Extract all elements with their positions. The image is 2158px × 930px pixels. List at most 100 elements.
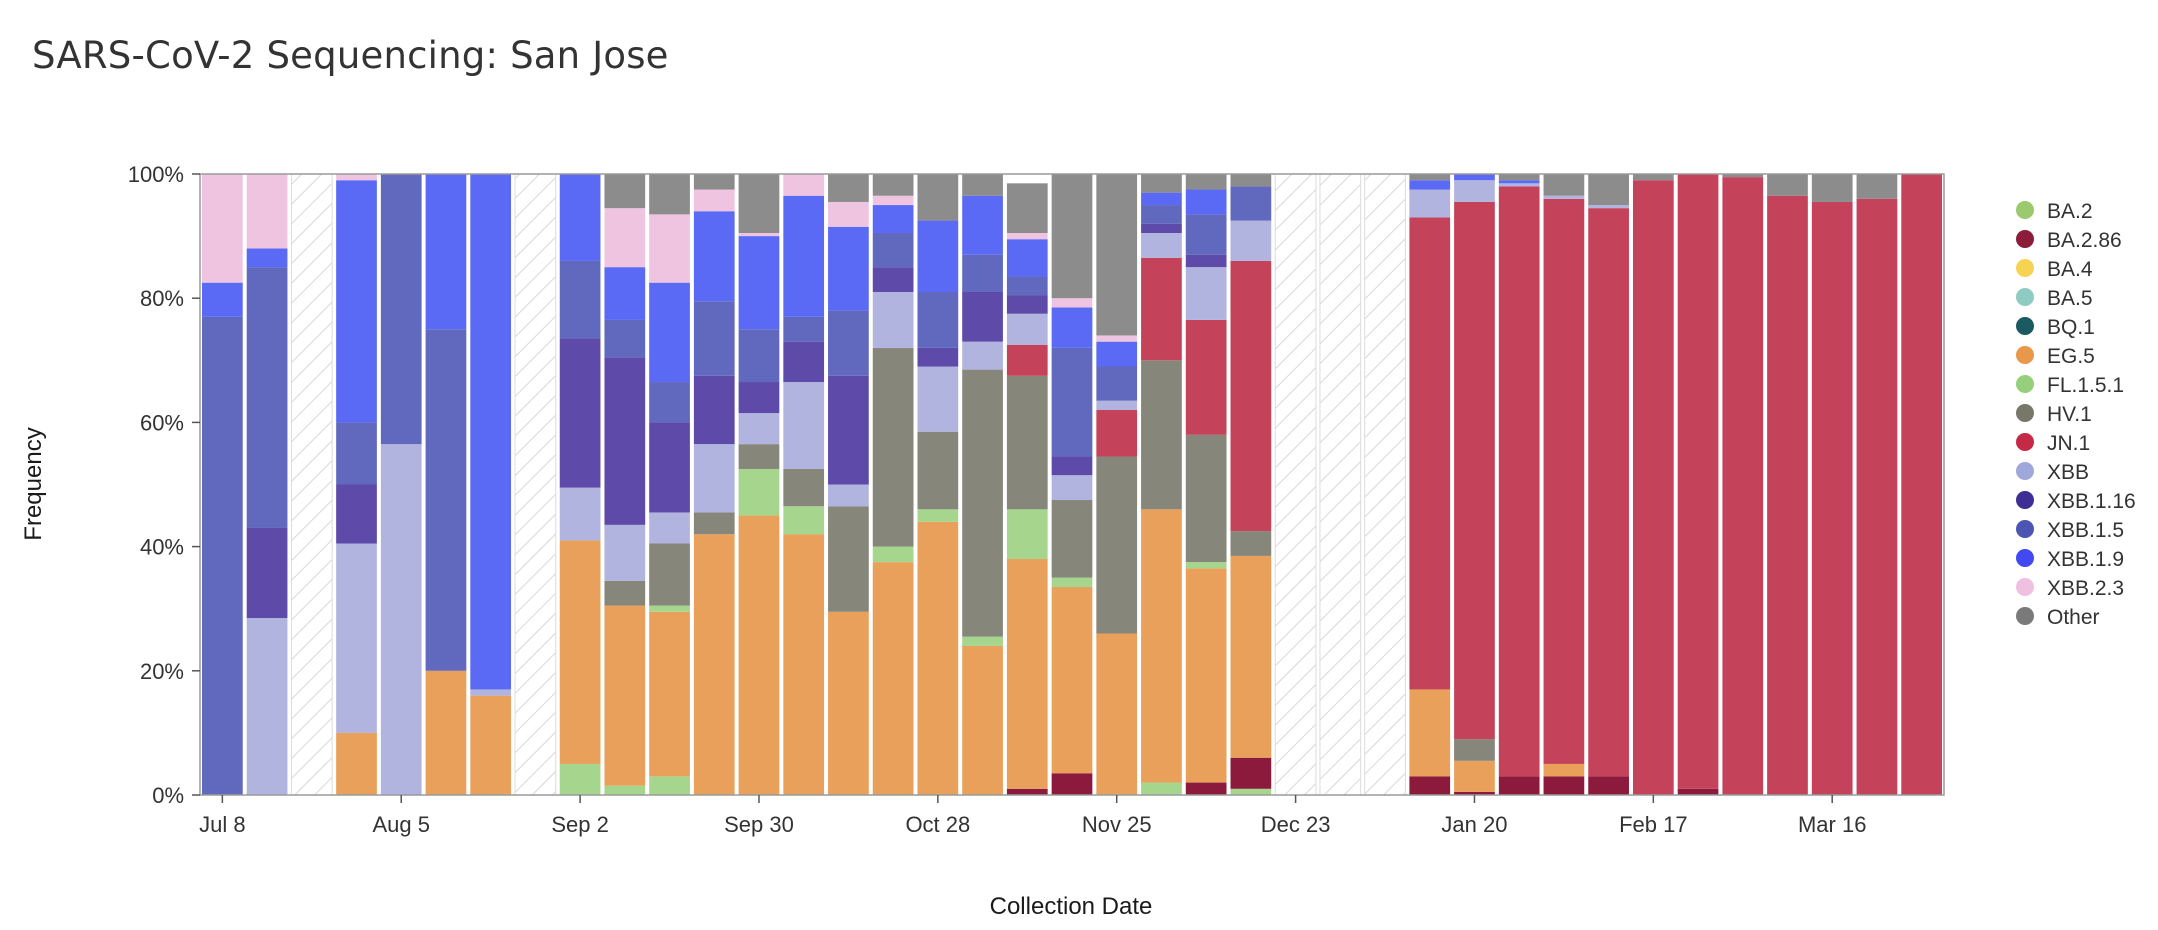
- bar-segment-xbb-2-3-week-12[interactable]: [738, 232, 780, 237]
- legend-item-ba-2-86[interactable]: BA.2.86: [2016, 229, 2122, 252]
- bar-segment-hv-1-week-15[interactable]: [872, 347, 914, 547]
- bar-segment-xbb-1-5-week-16[interactable]: [917, 291, 959, 348]
- bar-segment-xbb-week-3[interactable]: [336, 543, 377, 733]
- bar-segment-fl-1-5-1-week-10[interactable]: [649, 776, 690, 795]
- legend-item-xbb-1-16[interactable]: XBB.1.16: [2016, 490, 2136, 513]
- bar-segment-hv-1-week-22[interactable]: [1185, 434, 1227, 563]
- bar-segment-xbb-1-5-week-17[interactable]: [962, 254, 1003, 292]
- bar-segment-eg-5-week-19[interactable]: [1051, 586, 1093, 774]
- bar-segment-xbb-1-16-week-11[interactable]: [693, 375, 735, 445]
- bar-segment-jn-1-week-38[interactable]: [1901, 174, 1942, 795]
- bar-segment-ba-2-86-week-29[interactable]: [1498, 776, 1540, 795]
- bar-segment-ba-2-86-week-31[interactable]: [1588, 776, 1629, 795]
- bar-segment-eg-5-week-18[interactable]: [1006, 559, 1048, 789]
- bar-segment-hv-1-week-12[interactable]: [738, 444, 780, 469]
- bar-segment-jn-1-week-28[interactable]: [1454, 201, 1495, 740]
- bar-segment-fl-1-5-1-week-16[interactable]: [917, 509, 959, 522]
- bar-segment-fl-1-5-1-week-22[interactable]: [1185, 562, 1227, 569]
- bar-segment-xbb-1-16-week-16[interactable]: [917, 347, 959, 367]
- bar-segment-xbb-1-9-week-5[interactable]: [425, 174, 467, 330]
- bar-segment-xbb-week-22[interactable]: [1185, 267, 1227, 320]
- bar-segment-xbb-week-31[interactable]: [1588, 205, 1629, 209]
- bar-segment-eg-5-week-22[interactable]: [1185, 568, 1227, 783]
- bar-segment-xbb-week-28[interactable]: [1454, 180, 1495, 202]
- bar-segment-ba-2-86-week-28[interactable]: [1454, 791, 1495, 795]
- bar-segment-xbb-1-5-week-11[interactable]: [693, 301, 735, 376]
- bar-segment-xbb-2-3-week-1[interactable]: [246, 174, 288, 249]
- bar-segment-other-week-19[interactable]: [1051, 174, 1093, 299]
- bar-segment-jn-1-week-32[interactable]: [1632, 180, 1674, 795]
- bar-segment-xbb-week-11[interactable]: [693, 444, 735, 513]
- bar-segment-other-week-14[interactable]: [828, 174, 869, 202]
- bar-segment-xbb-week-30[interactable]: [1543, 195, 1585, 199]
- bar-segment-xbb-2-3-week-9[interactable]: [604, 208, 646, 268]
- legend-item-hv-1[interactable]: HV.1: [2016, 403, 2092, 426]
- bar-segment-xbb-week-20[interactable]: [1096, 400, 1138, 410]
- bar-segment-xbb-week-21[interactable]: [1141, 232, 1182, 258]
- bar-segment-hv-1-week-13[interactable]: [783, 468, 825, 507]
- bar-segment-xbb-week-1[interactable]: [246, 618, 288, 795]
- bar-segment-ba-2-86-week-18[interactable]: [1006, 788, 1048, 795]
- bar-segment-xbb-2-3-week-0[interactable]: [202, 174, 243, 283]
- bar-segment-ba-2-86-week-23[interactable]: [1230, 757, 1272, 789]
- bar-segment-xbb-week-8[interactable]: [559, 487, 601, 541]
- bar-segment-xbb-1-9-week-8[interactable]: [559, 174, 601, 261]
- bar-segment-xbb-1-5-week-1[interactable]: [246, 267, 288, 528]
- bar-segment-xbb-1-9-week-3[interactable]: [336, 180, 377, 423]
- bar-segment-xbb-1-9-week-15[interactable]: [872, 205, 914, 233]
- bar-segment-xbb-1-5-week-10[interactable]: [649, 382, 690, 423]
- bar-segment-jn-1-week-18[interactable]: [1006, 344, 1048, 376]
- bar-segment-jn-1-week-36[interactable]: [1811, 201, 1853, 795]
- bar-segment-other-week-22[interactable]: [1185, 174, 1227, 190]
- bar-segment-xbb-week-9[interactable]: [604, 524, 646, 581]
- legend-item-other[interactable]: Other: [2016, 606, 2100, 629]
- bar-segment-other-week-35[interactable]: [1767, 174, 1808, 196]
- bar-segment-hv-1-week-11[interactable]: [693, 512, 735, 535]
- bar-segment-xbb-1-9-week-22[interactable]: [1185, 189, 1227, 215]
- bar-segment-xbb-1-16-week-22[interactable]: [1185, 254, 1227, 268]
- bar-segment-xbb-1-9-week-28[interactable]: [1454, 174, 1495, 181]
- bar-segment-xbb-1-16-week-10[interactable]: [649, 422, 690, 513]
- bar-segment-hv-1-week-17[interactable]: [962, 369, 1003, 637]
- bar-segment-hv-1-week-23[interactable]: [1230, 531, 1272, 556]
- bar-segment-xbb-week-23[interactable]: [1230, 220, 1272, 261]
- bar-segment-other-week-36[interactable]: [1811, 174, 1853, 202]
- bar-segment-eg-5-week-10[interactable]: [649, 611, 690, 777]
- bar-segment-xbb-week-29[interactable]: [1498, 183, 1540, 187]
- bar-segment-other-week-37[interactable]: [1856, 174, 1898, 199]
- bar-segment-xbb-week-27[interactable]: [1409, 189, 1451, 218]
- bar-segment-xbb-1-9-week-0[interactable]: [202, 282, 243, 317]
- bar-segment-xbb-1-5-week-4[interactable]: [380, 174, 422, 445]
- bar-segment-xbb-2-3-week-20[interactable]: [1096, 335, 1138, 342]
- bar-segment-eg-5-week-3[interactable]: [336, 732, 377, 795]
- bar-segment-other-week-15[interactable]: [872, 174, 914, 196]
- bar-segment-eg-5-week-23[interactable]: [1230, 555, 1272, 758]
- legend-item-eg-5[interactable]: EG.5: [2016, 345, 2095, 368]
- bar-segment-xbb-1-16-week-14[interactable]: [828, 375, 869, 485]
- bar-segment-fl-1-5-1-week-23[interactable]: [1230, 788, 1272, 795]
- bar-segment-xbb-1-16-week-15[interactable]: [872, 267, 914, 292]
- bar-segment-xbb-week-17[interactable]: [962, 341, 1003, 370]
- bar-segment-xbb-1-5-week-8[interactable]: [559, 260, 601, 339]
- bar-segment-other-week-10[interactable]: [649, 174, 690, 215]
- bar-segment-xbb-2-3-week-10[interactable]: [649, 214, 690, 283]
- bar-segment-jn-1-week-21[interactable]: [1141, 257, 1182, 361]
- bar-segment-xbb-1-5-week-20[interactable]: [1096, 366, 1138, 401]
- bar-segment-fl-1-5-1-week-12[interactable]: [738, 468, 780, 516]
- bar-segment-eg-5-week-14[interactable]: [828, 611, 869, 795]
- legend-item-xbb[interactable]: XBB: [2016, 461, 2089, 484]
- bar-segment-other-week-17[interactable]: [962, 174, 1003, 196]
- legend-item-xbb-1-9[interactable]: XBB.1.9: [2016, 548, 2124, 571]
- bar-segment-fl-1-5-1-week-21[interactable]: [1141, 782, 1182, 795]
- bar-segment-xbb-1-9-week-9[interactable]: [604, 267, 646, 320]
- bar-segment-eg-5-week-9[interactable]: [604, 605, 646, 786]
- bar-segment-xbb-1-16-week-17[interactable]: [962, 291, 1003, 342]
- bar-segment-xbb-week-13[interactable]: [783, 382, 825, 469]
- bar-segment-xbb-1-5-week-12[interactable]: [738, 329, 780, 383]
- bar-segment-jn-1-week-33[interactable]: [1677, 174, 1719, 789]
- bar-segment-eg-5-week-17[interactable]: [962, 645, 1003, 795]
- bar-segment-jn-1-week-30[interactable]: [1543, 198, 1585, 764]
- bar-segment-ba-2-86-week-33[interactable]: [1677, 788, 1719, 795]
- bar-segment-xbb-1-9-week-27[interactable]: [1409, 180, 1451, 190]
- bar-segment-other-week-21[interactable]: [1141, 174, 1182, 193]
